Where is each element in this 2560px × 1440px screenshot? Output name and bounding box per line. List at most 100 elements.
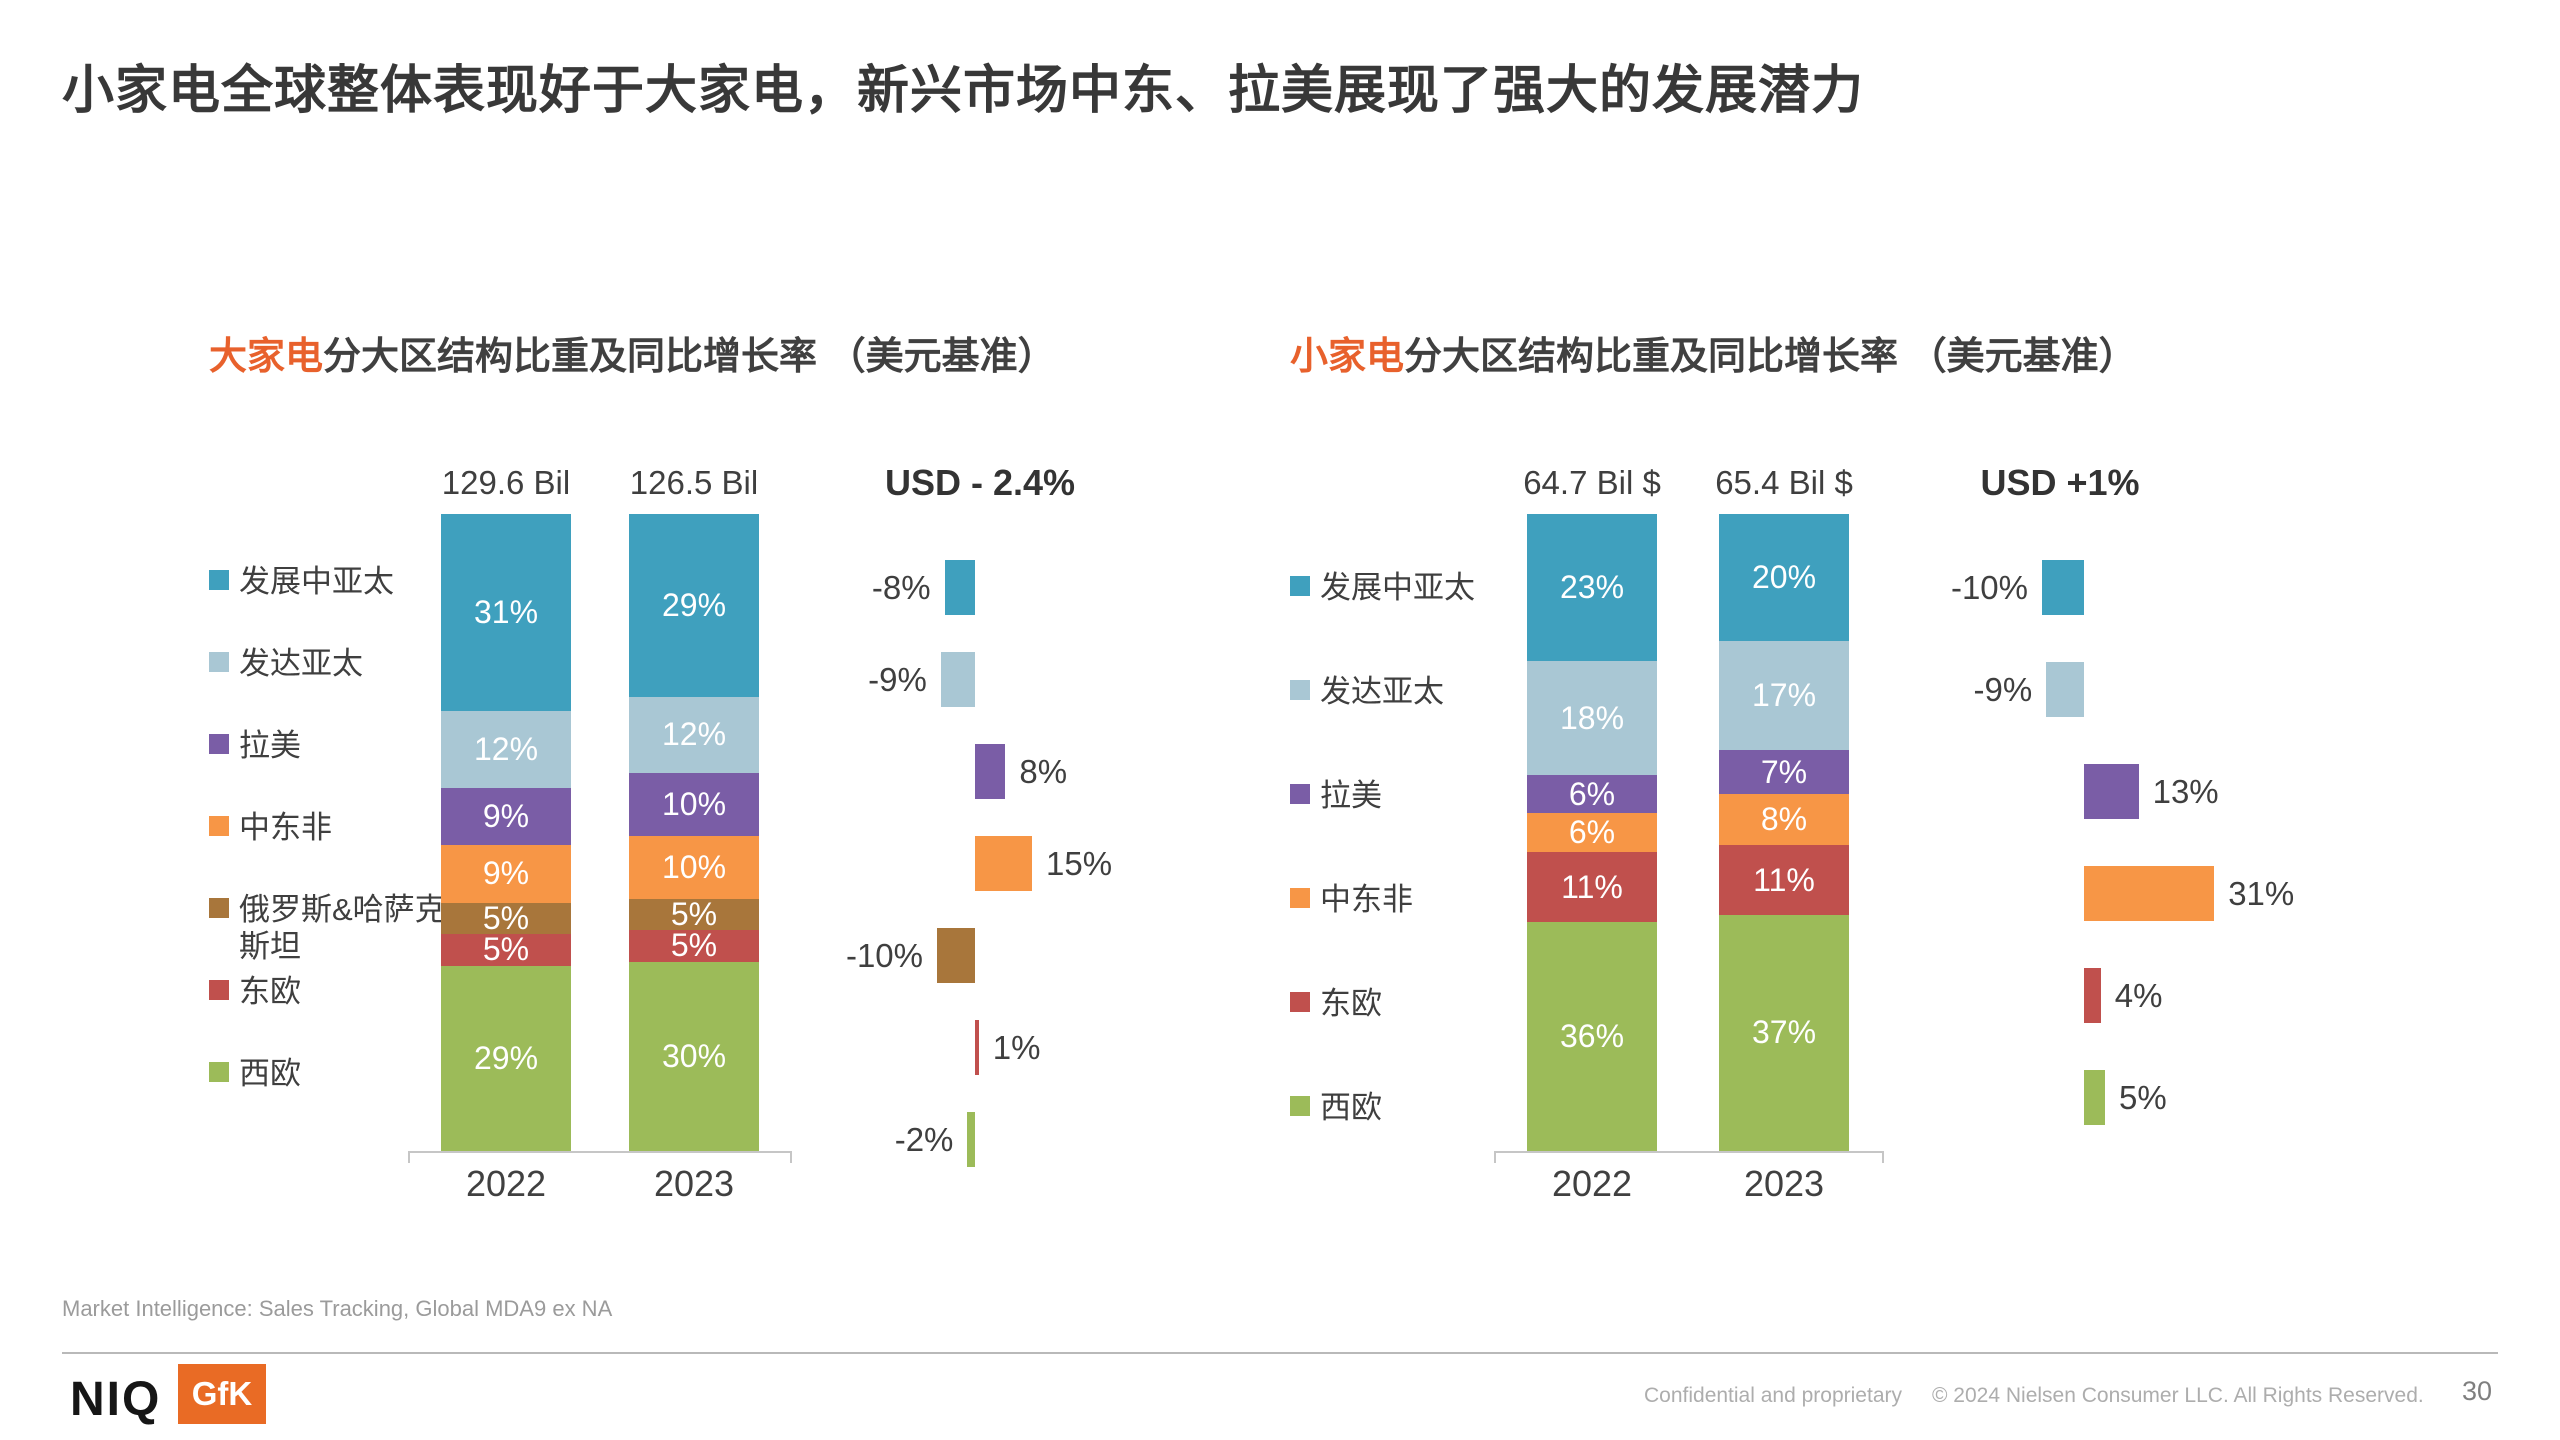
bar-segment: 5% [629, 898, 759, 931]
axis-category-label: 2023 [653, 1163, 735, 1204]
chart-title-mda-rest: 分大区结构比重及同比增长率 （美元基准） [323, 336, 1056, 378]
legend-item: 中东非 [209, 810, 456, 847]
bar-total-label: 64.7 Bil $ [1523, 464, 1661, 501]
legend-color-swatch [1290, 576, 1310, 596]
growth-value-label: 31% [2228, 875, 2295, 912]
usd-growth-header-mda: USD - 2.4% [884, 462, 1076, 503]
legend-item-label: 俄罗斯&哈萨克斯坦 [239, 892, 446, 964]
page-number: 30 [2462, 1376, 2493, 1406]
legend-color-swatch [1290, 1096, 1310, 1116]
legend-item: 拉美 [209, 728, 456, 765]
legend-color-swatch [209, 980, 229, 1000]
growth-bar [2042, 560, 2084, 615]
legend-item: 东欧 [1290, 986, 1582, 1023]
bar-segment: 12% [629, 696, 759, 773]
growth-bar [2084, 1070, 2105, 1125]
bar-total-label: 65.4 Bil $ [1715, 464, 1853, 501]
axis-category-label: 2022 [465, 1163, 547, 1204]
chart-title-sda-rest: 分大区结构比重及同比增长率 （美元基准） [1404, 336, 2137, 378]
legend-item-label: 拉美 [1320, 778, 1382, 813]
legend-item-label: 中东非 [1320, 882, 1413, 917]
legend-item: 拉美 [1290, 778, 1582, 815]
growth-bar [975, 744, 1006, 799]
growth-value-label: -10% [1950, 569, 2028, 606]
axis-category-label: 2022 [1551, 1163, 1633, 1204]
legend-color-swatch [209, 816, 229, 836]
legend-item: 俄罗斯&哈萨克斯坦 [209, 892, 456, 965]
growth-value-label: 5% [2119, 1079, 2167, 1116]
legend-item-label: 发达亚太 [239, 646, 363, 681]
bar-segment: 5% [441, 933, 571, 967]
legend-item-label: 东欧 [239, 974, 301, 1009]
growth-bar [2084, 764, 2139, 819]
legend-item-label: 中东非 [239, 810, 332, 845]
bar-segment: 36% [1527, 921, 1657, 1151]
bar-segment: 7% [1719, 749, 1849, 795]
legend-item: 发展中亚太 [209, 564, 456, 601]
legend-item: 发达亚太 [209, 646, 456, 683]
growth-bar [975, 836, 1032, 891]
growth-value-label: -2% [894, 1121, 954, 1158]
legend-color-swatch [1290, 992, 1310, 1012]
chart-title-mda-highlight: 大家电 [209, 336, 324, 378]
legend-item: 发展中亚太 [1290, 570, 1582, 607]
growth-value-label: 1% [992, 1029, 1041, 1066]
growth-bar [940, 652, 975, 707]
gfk-logo: GfK [178, 1364, 266, 1424]
legend-item-label: 西欧 [239, 1056, 301, 1091]
growth-value-label: -10% [845, 937, 923, 974]
axis-category-label: 2023 [1743, 1163, 1825, 1204]
x-axis-line [408, 1151, 792, 1163]
chart-title-sda: 小家电分大区结构比重及同比增长率 （美元基准） [1290, 325, 2137, 380]
legend-item: 中东非 [1290, 882, 1582, 919]
growth-value-label: -8% [871, 569, 931, 606]
bar-total-label: 126.5 Bil [629, 464, 759, 501]
bar-segment: 10% [629, 835, 759, 899]
copyright-label: © 2024 Nielsen Consumer LLC. All Rights … [1932, 1384, 2424, 1407]
bar-segment: 6% [1527, 775, 1657, 814]
bar-segment: 11% [1527, 851, 1657, 922]
legend-item: 西欧 [209, 1056, 456, 1093]
growth-bar [2084, 968, 2101, 1023]
bar-segment: 31% [441, 514, 571, 712]
niq-logo: NIQ [70, 1373, 162, 1426]
bar-segment: 6% [1527, 813, 1657, 852]
usd-growth-header-sda: USD +1% [1980, 462, 2140, 503]
legend-color-swatch [209, 734, 229, 754]
legend-color-swatch [209, 1062, 229, 1082]
growth-value-label: -9% [1973, 671, 2033, 708]
footer-divider [62, 1352, 2498, 1354]
growth-value-label: 4% [2114, 977, 2163, 1014]
legend-item: 西欧 [1290, 1090, 1582, 1127]
legend-color-swatch [209, 570, 229, 590]
legend-color-swatch [209, 652, 229, 672]
bar-segment: 37% [1719, 915, 1849, 1151]
legend-item-label: 发展中亚太 [1320, 570, 1475, 605]
growth-bar [975, 1020, 979, 1075]
legend-item: 发达亚太 [1290, 674, 1582, 711]
growth-value-label: 15% [1046, 845, 1113, 882]
legend-item-label: 发达亚太 [1320, 674, 1444, 709]
bar-segment: 5% [441, 902, 571, 935]
legend-item-label: 发展中亚太 [239, 564, 394, 599]
bar-segment: 29% [629, 514, 759, 697]
legend-color-swatch [1290, 680, 1310, 700]
x-axis-line [1494, 1151, 1884, 1163]
growth-bar [937, 928, 975, 983]
bar-segment: 17% [1719, 641, 1849, 750]
bar-segment: 29% [441, 966, 571, 1151]
chart-title-mda: 大家电分大区结构比重及同比增长率 （美元基准） [209, 325, 1056, 380]
legend-item-label: 东欧 [1320, 986, 1382, 1021]
bar-segment: 9% [441, 845, 571, 903]
bar-segment: 30% [629, 961, 759, 1151]
legend-item: 东欧 [209, 974, 456, 1011]
legend-item-label: 西欧 [1320, 1090, 1382, 1125]
bar-segment: 20% [1719, 514, 1849, 642]
bar-segment: 5% [629, 929, 759, 962]
growth-bar [2084, 866, 2215, 921]
confidential-label: Confidential and proprietary [1644, 1384, 1902, 1407]
bar-segment: 11% [1719, 845, 1849, 916]
growth-value-label: 8% [1019, 753, 1068, 790]
legend-color-swatch [1290, 888, 1310, 908]
